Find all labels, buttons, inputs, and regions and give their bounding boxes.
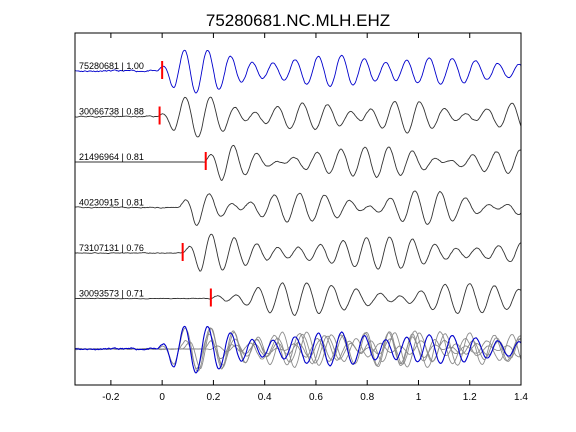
- trace-label: 21496964 | 0.81: [79, 152, 144, 162]
- x-tick-label: 1.4: [514, 392, 528, 403]
- trace-line: [74, 49, 522, 94]
- trace-label: 75280681 | 1.00: [79, 61, 144, 71]
- trace-73107131: 73107131 | 0.76: [74, 233, 522, 272]
- x-tick-label: 0.8: [360, 392, 374, 403]
- trace-75280681: 75280681 | 1.00: [74, 49, 522, 94]
- trace-line: [75, 144, 522, 181]
- x-tick-label: 0.4: [258, 392, 272, 403]
- overlay-trace-75280681: [74, 325, 522, 374]
- trace-21496964: 21496964 | 0.81: [75, 144, 522, 181]
- overlay-layer: [74, 325, 522, 374]
- traces-layer: 75280681 | 1.00 30066738 | 0.88 21496964 |…: [74, 49, 522, 316]
- trace-label: 40230915 | 0.81: [79, 198, 144, 208]
- chart-title: 75280681.NC.MLH.EHZ: [206, 11, 390, 30]
- x-tick-label: -0.2: [102, 392, 120, 403]
- trace-30093573: 30093573 | 0.71: [75, 282, 522, 316]
- trace-line: [75, 282, 522, 316]
- trace-label: 30093573 | 0.71: [79, 289, 144, 299]
- axes-frame: [74, 32, 522, 386]
- x-tick-label: 1: [416, 392, 422, 403]
- x-tick-label: 0.6: [309, 392, 323, 403]
- x-tick-label: 0.2: [206, 392, 220, 403]
- trace-30066738: 30066738 | 0.88: [74, 96, 522, 138]
- trace-line: [74, 190, 522, 226]
- overlay-trace-30093573: [75, 331, 522, 368]
- trace-line: [74, 233, 522, 272]
- x-tick-label: 0: [159, 392, 165, 403]
- trace-label: 30066738 | 0.88: [79, 107, 144, 117]
- trace-line: [74, 96, 522, 138]
- x-tick-label: 1.2: [463, 392, 477, 403]
- trace-label: 73107131 | 0.76: [79, 243, 144, 253]
- axes-layer: -0.2 0 0.2 0.4 0.6 0.8 1 1.2 1.4: [74, 32, 528, 403]
- trace-40230915: 40230915 | 0.81: [74, 190, 522, 226]
